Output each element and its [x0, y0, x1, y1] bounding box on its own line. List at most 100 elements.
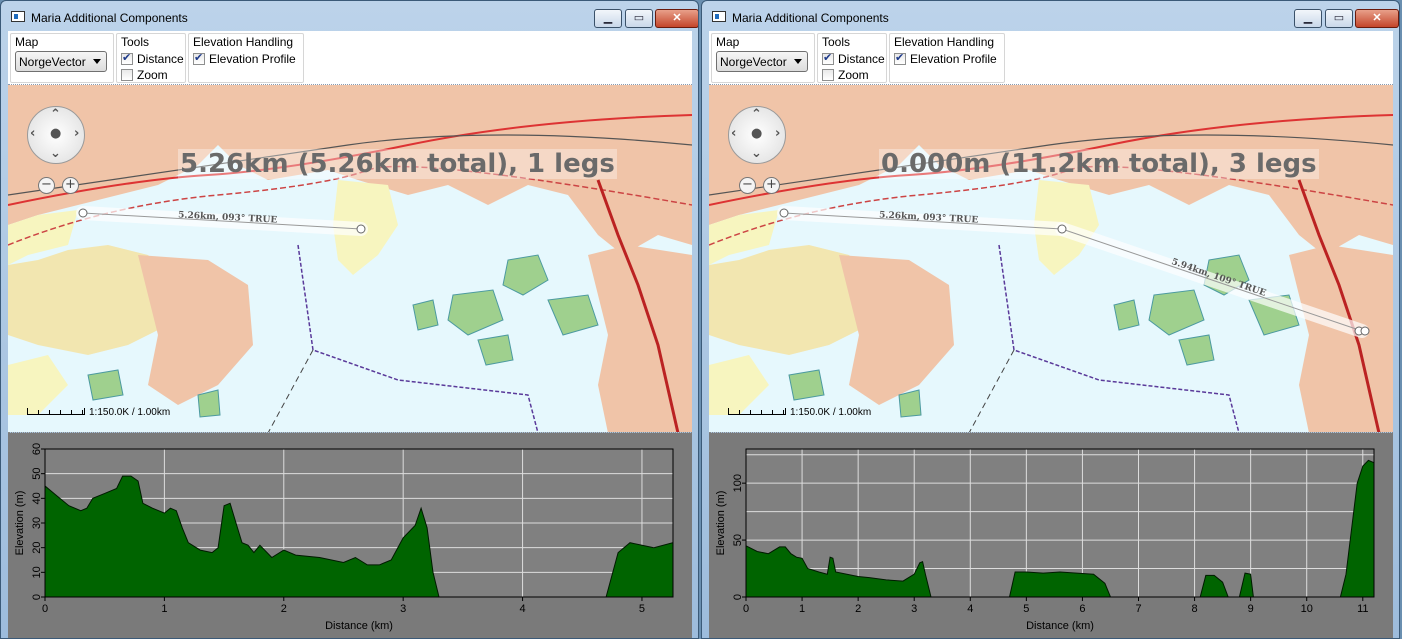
elevation-group-label: Elevation Handling	[193, 35, 294, 49]
map-canvas[interactable]	[8, 85, 692, 433]
pan-right-icon[interactable]: ›	[775, 126, 781, 141]
y-tick-label: 50	[31, 468, 43, 480]
elevation-area	[1008, 571, 1112, 598]
checkbox-checked-icon	[193, 51, 205, 65]
measurement-text: 0.000m (11.2km total), 3 legs	[879, 149, 1319, 179]
zoom-checkbox[interactable]: Zoom	[121, 68, 168, 83]
title-bar[interactable]: Maria Additional Components ▁ ▭ ✕	[702, 1, 1399, 31]
pan-up-icon[interactable]: ⌃	[751, 107, 762, 122]
toolbar: Map NorgeVector Tools Distance Zoom Elev…	[8, 31, 692, 85]
app-window-2: Maria Additional Components ▁ ▭ ✕ Map No…	[701, 0, 1400, 639]
scale-ruler-icon	[27, 408, 85, 415]
map-view[interactable]: ⌃ ⌄ ‹ › ● − + 5.26km (5.26km total), 1 l…	[8, 85, 692, 433]
y-tick-label: 0	[732, 594, 744, 600]
app-icon	[712, 11, 726, 22]
x-axis-label: Distance (km)	[325, 620, 393, 632]
pan-down-icon[interactable]: ⌄	[50, 146, 61, 161]
x-tick-label: 0	[743, 603, 749, 615]
tools-group-label: Tools	[822, 35, 851, 49]
elevation-group-label: Elevation Handling	[894, 35, 995, 49]
y-tick-label: 100	[732, 474, 744, 492]
map-select[interactable]: NorgeVector	[15, 51, 107, 72]
maximize-button[interactable]: ▭	[625, 9, 653, 28]
y-tick-label: 40	[31, 492, 43, 504]
y-axis-label: Elevation (m)	[14, 491, 26, 556]
map-view[interactable]: ⌃ ⌄ ‹ › ● − + 0.000m (11.2km total), 3 l…	[709, 85, 1393, 433]
pan-control[interactable]: ⌃ ⌄ ‹ › ●	[728, 106, 786, 164]
x-tick-label: 6	[1079, 603, 1085, 615]
app-window-1: Maria Additional Components ▁ ▭ ✕ Map No…	[0, 0, 699, 639]
x-tick-label: 3	[400, 603, 406, 615]
map-group: Map NorgeVector	[711, 33, 815, 83]
elevation-profile-panel: 0 1 2 3 4 5 0 10 20 30 40 50 60 Distance (km) Elevatio…	[8, 433, 692, 638]
zoom-out-button[interactable]: −	[739, 177, 756, 194]
y-axis-label: Elevation (m)	[715, 491, 727, 556]
elevation-profile-label: Elevation Profile	[910, 52, 997, 66]
distance-label: Distance	[137, 52, 184, 66]
y-tick-label: 50	[732, 534, 744, 546]
pan-left-icon[interactable]: ‹	[731, 126, 737, 141]
scale-bar: 1:150.0K / 1.00km	[27, 407, 170, 418]
y-tick-label: 10	[31, 566, 43, 578]
tools-group-label: Tools	[121, 35, 150, 49]
map-select-value: NorgeVector	[19, 55, 86, 69]
zoom-label: Zoom	[838, 68, 869, 82]
y-tick-label: 60	[31, 443, 43, 455]
close-button[interactable]: ✕	[655, 9, 698, 28]
pan-center-icon[interactable]: ●	[751, 126, 763, 141]
minimize-button[interactable]: ▁	[594, 9, 622, 28]
elevation-group: Elevation Handling Elevation Profile	[889, 33, 1005, 83]
pan-left-icon[interactable]: ‹	[30, 126, 36, 141]
map-group-label: Map	[716, 35, 740, 49]
zoom-in-button[interactable]: +	[763, 177, 780, 194]
x-tick-label: 8	[1192, 603, 1198, 615]
pan-control[interactable]: ⌃ ⌄ ‹ › ●	[27, 106, 85, 164]
map-group: Map NorgeVector	[10, 33, 114, 83]
elevation-chart: 0 1 2 3 4 5 6 7 8 9 10 11 0 50 100 Distance (km) Elevati…	[715, 448, 1375, 632]
x-tick-label: 4	[520, 603, 526, 615]
pan-up-icon[interactable]: ⌃	[50, 107, 61, 122]
checkbox-checked-icon	[894, 51, 906, 65]
x-tick-label: 2	[281, 603, 287, 615]
map-canvas[interactable]	[709, 85, 1393, 433]
distance-checkbox[interactable]: Distance	[121, 51, 184, 67]
close-button[interactable]: ✕	[1355, 9, 1399, 28]
y-tick-label: 30	[31, 517, 43, 529]
title-bar[interactable]: Maria Additional Components ▁ ▭ ✕	[1, 1, 698, 31]
maximize-button[interactable]: ▭	[1325, 9, 1353, 28]
x-tick-label: 11	[1357, 603, 1368, 615]
toolbar: Map NorgeVector Tools Distance Zoom Elev…	[709, 31, 1393, 85]
pan-right-icon[interactable]: ›	[74, 126, 80, 141]
x-axis-label: Distance (km)	[1026, 620, 1094, 632]
checkbox-checked-icon	[121, 51, 133, 65]
x-tick-label: 10	[1301, 603, 1313, 615]
pan-center-icon[interactable]: ●	[50, 126, 62, 141]
tools-group: Tools Distance Zoom	[116, 33, 186, 83]
zoom-out-button[interactable]: −	[38, 177, 55, 194]
checkbox-unchecked-icon	[822, 69, 834, 81]
measurement-text: 5.26km (5.26km total), 1 legs	[178, 149, 617, 179]
minimize-button[interactable]: ▁	[1294, 9, 1322, 28]
checkbox-checked-icon	[822, 51, 834, 65]
window-title: Maria Additional Components	[732, 11, 889, 25]
checkbox-unchecked-icon	[121, 69, 133, 81]
pan-down-icon[interactable]: ⌄	[751, 146, 762, 161]
elevation-profile-label: Elevation Profile	[209, 52, 296, 66]
map-select-value: NorgeVector	[720, 55, 787, 69]
distance-checkbox[interactable]: Distance	[822, 51, 885, 67]
map-select[interactable]: NorgeVector	[716, 51, 808, 72]
zoom-in-button[interactable]: +	[62, 177, 79, 194]
zoom-label: Zoom	[137, 68, 168, 82]
x-tick-label: 1	[161, 603, 167, 615]
x-tick-label: 5	[639, 603, 645, 615]
x-tick-label: 3	[911, 603, 917, 615]
elevation-profile-checkbox[interactable]: Elevation Profile	[193, 51, 296, 67]
zoom-checkbox[interactable]: Zoom	[822, 68, 869, 83]
window-title: Maria Additional Components	[31, 11, 188, 25]
elevation-profile-checkbox[interactable]: Elevation Profile	[894, 51, 997, 67]
elevation-area	[44, 475, 440, 598]
y-tick-label: 0	[31, 594, 43, 600]
app-icon	[11, 11, 25, 22]
scale-text: 1:150.0K / 1.00km	[89, 407, 171, 418]
